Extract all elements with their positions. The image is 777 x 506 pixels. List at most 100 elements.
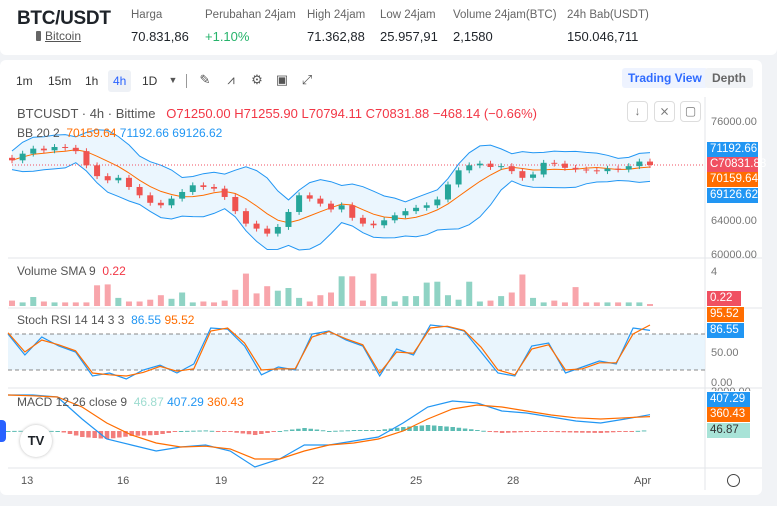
maximize-button[interactable]: ▢ [680,101,701,122]
candle [328,203,334,210]
signal-line [7,394,651,460]
stoch-tick: 0.00 [711,377,733,387]
macd-histogram-bar [92,431,97,438]
interval-15m[interactable]: 15m [48,74,72,88]
macd-histogram-bar [104,431,110,439]
interval-4h[interactable]: 4h [108,70,132,92]
macd-histogram-bar [370,430,375,431]
candle [625,166,632,170]
volume-bar [370,273,377,306]
macd-histogram-bar [499,431,505,433]
coin-icon [36,31,41,41]
volume-bar [296,297,303,306]
volume-bar [72,302,79,306]
candle [370,223,377,226]
candle [381,220,388,226]
price-tick: 64000.00 [711,215,757,227]
volume-bar [476,301,483,306]
collapse-button[interactable]: ⨯ [654,101,675,122]
stat-volume: Volume 24jam(BTC) 2,1580 [453,9,557,44]
candle [551,162,558,164]
volume-bar [211,302,218,306]
macd-histogram-bar [80,431,85,437]
volume-bar [636,302,643,306]
interval-1m[interactable]: 1m [16,74,33,88]
interval-1h[interactable]: 1h [85,74,99,88]
macd-histogram-bar [55,431,60,432]
macd-histogram-bar [172,431,178,432]
macd-legend: MACD 12 26 close 9 46.87 407.29 360.43 [17,395,244,409]
pair-title: BTC/USDT [17,8,111,29]
macd-tick: 2000.00 [711,386,751,391]
trading-view-button[interactable]: Trading View [622,68,708,88]
macd-histogram-bar [240,431,246,434]
volume-bar [147,299,154,306]
volume-bar [540,302,547,306]
candle [636,161,643,167]
macd-histogram-bar [18,430,23,432]
fullscreen-icon[interactable]: ⤢ [301,72,313,87]
volume-tick: 4 [711,266,718,278]
macd-histogram-bar [135,431,141,436]
candle [593,170,600,172]
macd-histogram-bar [191,430,196,432]
macd-histogram-bar [506,431,511,433]
gear-icon[interactable]: ⚙ [251,72,263,87]
macd-histogram-bar [12,430,17,432]
macd-histogram-bar [524,431,530,432]
macd-histogram-bar [462,428,468,431]
candle [211,186,218,189]
depth-button[interactable]: Depth [705,68,753,88]
candle [530,174,537,178]
tradingview-logo[interactable]: TV [20,425,52,457]
macd-tag: 407.29 [707,392,750,407]
volume-bar [498,296,505,306]
volume-bar [647,304,653,306]
candle [498,166,505,168]
interval-1d[interactable]: 1D [142,74,158,88]
macd-histogram-bar [512,431,517,433]
volume-bar [381,296,388,306]
volume-bar [328,292,334,306]
macd-histogram-bar [413,426,418,431]
macd-histogram-bar [610,431,616,433]
volume-bar [434,281,441,306]
indicator-icon[interactable]: ⩘ [227,72,235,87]
macd-histogram-bar [308,428,313,431]
draw-icon[interactable]: ✎ [199,72,211,87]
macd-histogram-bar [203,430,209,432]
candle [466,165,473,171]
volume-bar [359,300,366,306]
coin-label[interactable]: Bitcoin [45,29,82,43]
candle [583,169,590,171]
candle [274,226,281,234]
macd-histogram-bar [573,431,579,433]
macd-histogram-bar [296,428,301,431]
macd-histogram-bar [271,431,276,432]
macd-histogram-bar [185,430,190,432]
macd-histogram-bar [364,430,369,431]
volume-bar [551,300,558,306]
scroll-down-button[interactable]: ↓ [627,101,648,122]
save-icon[interactable]: ▣ [275,72,289,87]
macd-histogram-bar [629,431,634,432]
candle [604,168,611,172]
candle [476,163,483,166]
bb-upper-line [11,129,651,203]
volume-bar [157,295,164,306]
chevron-down-icon[interactable]: ▼ [168,75,178,85]
candle [423,205,430,208]
stoch-k-tag: 86.55 [707,323,744,338]
candle [72,147,79,152]
bb-fill [12,129,650,250]
coin-link[interactable]: Bitcoin [36,29,81,43]
volume-bar [200,301,207,306]
macd-histogram-bar [277,431,283,432]
macd-histogram-bar [641,430,647,432]
macd-histogram-bar [425,425,431,431]
settings-icon[interactable] [727,474,740,487]
expand-handle[interactable] [0,420,6,442]
macd-histogram-bar [222,431,227,432]
macd-histogram-bar [209,430,215,432]
